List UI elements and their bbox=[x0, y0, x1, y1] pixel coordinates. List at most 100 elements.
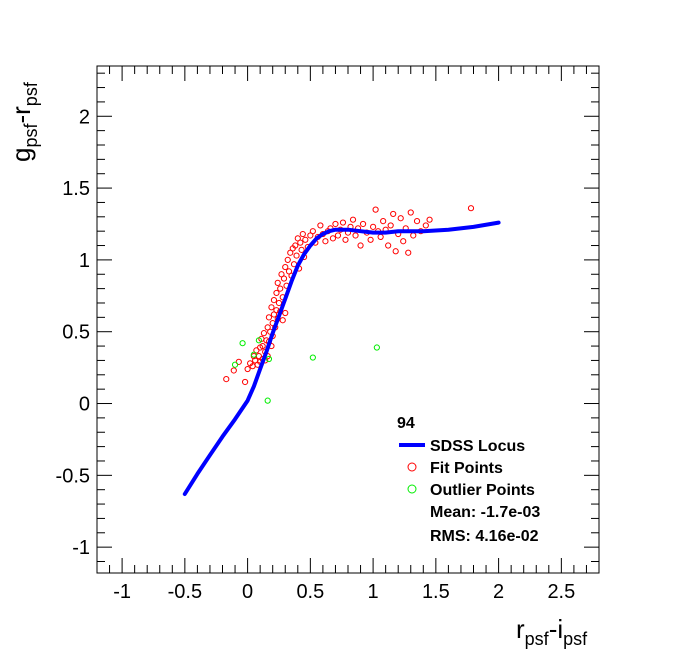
fit-point bbox=[270, 297, 278, 304]
y-tick-label: 1 bbox=[79, 250, 90, 272]
fit-point bbox=[259, 342, 266, 350]
legend-header: 94 bbox=[397, 415, 415, 432]
fit-point bbox=[385, 242, 392, 249]
y-axis-title-sep: -r bbox=[6, 106, 36, 124]
fit-point bbox=[400, 238, 407, 245]
x-axis-title: rpsf-ipsf bbox=[516, 614, 588, 649]
fit-point bbox=[260, 330, 268, 337]
y-axis-title-sub2: psf bbox=[21, 81, 41, 106]
fit-point bbox=[279, 317, 286, 324]
fit-point bbox=[390, 210, 397, 218]
fit-point bbox=[410, 232, 417, 239]
fit-point bbox=[334, 232, 342, 239]
fit-point bbox=[370, 223, 377, 230]
x-axis-title-main1: r bbox=[516, 614, 525, 644]
x-tick-labels: -1 -0.5 0 0.5 1 1.5 2 2.5 bbox=[113, 581, 575, 603]
legend-fit-swatch bbox=[407, 462, 417, 472]
sdss-locus bbox=[182, 220, 501, 496]
outlier-point bbox=[265, 355, 273, 363]
y-axis-title-sub1: psf bbox=[21, 123, 41, 148]
fit-point bbox=[349, 216, 357, 223]
y-tick-label: 1.5 bbox=[62, 178, 90, 200]
outlier-point bbox=[250, 351, 257, 358]
fit-point bbox=[274, 279, 281, 286]
fit-point bbox=[282, 263, 289, 271]
fit-point bbox=[282, 309, 289, 317]
fit-point bbox=[329, 235, 337, 242]
y-tick-label: -1 bbox=[72, 537, 90, 559]
fit-point bbox=[372, 206, 379, 213]
fit-point bbox=[392, 248, 399, 255]
outlier-points bbox=[231, 337, 380, 404]
outlier-point bbox=[231, 361, 239, 368]
y-axis-title-main1: g bbox=[6, 148, 36, 162]
x-axis-title-sub1: psf bbox=[525, 629, 550, 649]
fit-point bbox=[317, 222, 324, 229]
fit-point bbox=[352, 232, 359, 239]
fit-point bbox=[322, 238, 329, 245]
sdss-locus-line bbox=[182, 220, 501, 496]
fit-point bbox=[332, 220, 339, 228]
fit-point bbox=[275, 299, 283, 307]
outlier-point bbox=[264, 397, 271, 404]
y-tick-label: 2 bbox=[79, 106, 90, 128]
legend-rms: RMS: 4.16e-02 bbox=[430, 528, 539, 545]
x-tick-label: 1 bbox=[368, 581, 379, 603]
fit-point bbox=[230, 367, 237, 374]
y-axis-title: gpsf-rpsf bbox=[6, 81, 41, 162]
fit-point bbox=[273, 289, 280, 297]
legend-label-fit: Fit Points bbox=[430, 460, 503, 477]
x-tick-label: 1.5 bbox=[422, 581, 450, 603]
fit-point bbox=[268, 304, 275, 311]
fit-point bbox=[387, 222, 394, 229]
fit-point bbox=[241, 378, 249, 386]
y-tick-label: 0 bbox=[79, 394, 90, 416]
legend-mean: Mean: -1.7e-03 bbox=[430, 504, 540, 521]
legend-label-outlier: Outlier Points bbox=[430, 482, 535, 499]
fit-point bbox=[342, 236, 349, 243]
fit-point bbox=[367, 236, 374, 243]
fit-point bbox=[377, 233, 384, 241]
x-tick-label: 0 bbox=[242, 581, 253, 603]
legend-label-locus: SDSS Locus bbox=[430, 438, 525, 455]
fit-point bbox=[359, 220, 367, 228]
fit-point bbox=[407, 209, 414, 216]
x-tick-label: 2 bbox=[493, 581, 504, 603]
fit-point bbox=[277, 285, 284, 292]
fit-point bbox=[292, 242, 299, 249]
x-tick-label: -0.5 bbox=[168, 581, 202, 603]
fit-point bbox=[380, 218, 387, 225]
fit-point bbox=[309, 228, 316, 235]
fit-point bbox=[297, 239, 304, 246]
y-tick-label: -0.5 bbox=[56, 465, 90, 487]
fit-point bbox=[299, 230, 306, 238]
x-tick-label: 2.5 bbox=[547, 581, 575, 603]
fit-point bbox=[405, 249, 412, 256]
legend-outlier-swatch bbox=[407, 484, 417, 494]
legend: 94 SDSS Locus Fit Points Outlier Points … bbox=[397, 415, 540, 545]
fit-point bbox=[302, 236, 309, 243]
fit-point bbox=[357, 242, 364, 249]
outlier-point bbox=[239, 340, 246, 347]
fit-point bbox=[298, 246, 305, 253]
fit-point bbox=[293, 252, 300, 259]
fit-point bbox=[244, 365, 251, 373]
fit-point bbox=[413, 218, 421, 225]
x-tick-label: 0.5 bbox=[296, 581, 324, 603]
fit-point bbox=[426, 216, 433, 223]
fit-point bbox=[265, 314, 273, 321]
y-tick-labels: -1 -0.5 0 0.5 1 1.5 2 bbox=[56, 106, 90, 559]
fit-point bbox=[223, 376, 230, 383]
outlier-point bbox=[309, 354, 316, 361]
x-axis-title-sep: -i bbox=[549, 614, 563, 644]
fit-point bbox=[422, 222, 429, 229]
outlier-point bbox=[255, 337, 262, 344]
x-axis-title-sub2: psf bbox=[563, 629, 588, 649]
fit-point bbox=[280, 275, 288, 282]
fit-point bbox=[284, 256, 291, 263]
fit-point bbox=[467, 205, 475, 212]
y-tick-label: 0.5 bbox=[62, 322, 90, 344]
axis-ticks bbox=[96, 66, 600, 573]
fit-point bbox=[339, 219, 347, 226]
